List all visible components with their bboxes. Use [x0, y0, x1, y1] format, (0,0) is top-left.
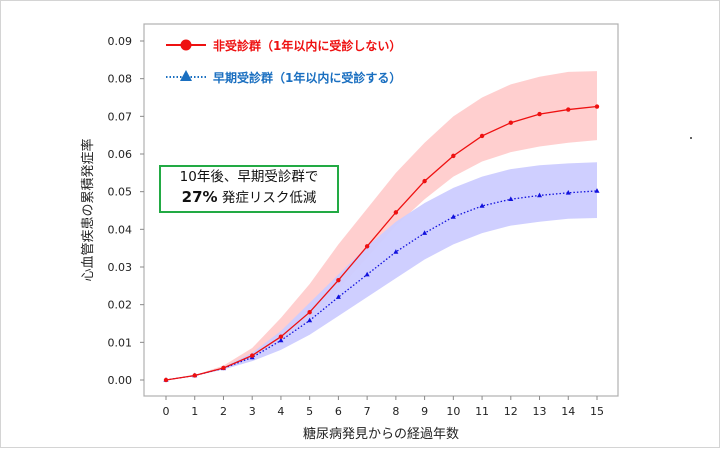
data-point [278, 334, 284, 339]
confidence-band-0 [166, 71, 597, 380]
x-tick-label: 13 [533, 405, 547, 418]
data-point [537, 192, 543, 198]
annotation-line1: 10年後、早期受診群で [179, 169, 319, 185]
data-point [537, 111, 542, 117]
y-tick-label: 0.05 [108, 186, 133, 199]
x-tick-label: 7 [364, 405, 371, 418]
data-point [479, 203, 485, 208]
legend: 非受診群（1年以内に受診しない） 早期受診群（1年以内に受診する） [166, 38, 401, 85]
data-point [594, 188, 600, 193]
legend-circle-marker-icon [180, 39, 192, 51]
x-tick-label: 2 [220, 405, 227, 418]
data-point [565, 189, 571, 195]
x-tick-label: 6 [335, 405, 342, 418]
series-line-0 [165, 105, 598, 381]
y-tick-label: 0.02 [108, 299, 133, 312]
x-tick-label: 15 [590, 405, 604, 418]
x-axis-label: 糖尿病発見からの経過年数 [303, 426, 459, 442]
y-axis-label: 心血管疾患の累積発症率 [80, 138, 96, 281]
y-tick-label: 0.09 [108, 35, 133, 48]
data-point [479, 133, 485, 139]
y-tick-label: 0.01 [108, 336, 133, 349]
y-tick-label: 0.08 [108, 73, 133, 86]
data-point [192, 373, 197, 378]
data-point [450, 214, 456, 219]
x-tick-label: 4 [277, 405, 284, 418]
data-point [594, 104, 600, 109]
y-tick-label: 0.00 [108, 374, 133, 387]
y-tick-label: 0.07 [108, 110, 133, 123]
x-tick-label: 11 [475, 405, 489, 418]
x-tick-label: 12 [504, 405, 518, 418]
stray-dot [690, 137, 692, 139]
x-tick-label: 9 [421, 405, 428, 418]
legend-triangle-marker-icon [180, 70, 192, 81]
data-point [422, 178, 427, 184]
confidence-band-1 [166, 162, 597, 380]
data-point [278, 337, 284, 343]
data-point [336, 277, 341, 283]
data-point [307, 317, 313, 323]
data-point [221, 365, 226, 371]
y-tick-label: 0.03 [108, 261, 133, 274]
series-line-1 [165, 190, 598, 381]
data-point [451, 153, 456, 159]
annotation-box: 10年後、早期受診群で 27% 発症リスク低減 [159, 165, 339, 213]
x-tick-label: 8 [392, 405, 399, 418]
data-point [335, 294, 341, 299]
y-tick-label: 0.06 [108, 148, 133, 161]
data-point [422, 230, 428, 235]
data-point [508, 120, 513, 125]
data-point [163, 377, 169, 383]
data-point [307, 310, 312, 315]
x-tick-label: 3 [249, 405, 256, 418]
legend-label-early-visit: 早期受診群（1年以内に受診する） [213, 70, 401, 85]
x-tick-label: 10 [446, 405, 460, 418]
x-tick-label: 1 [191, 405, 198, 418]
legend-label-non-visit: 非受診群（1年以内に受診しない） [213, 38, 401, 53]
data-point [393, 249, 399, 254]
data-point [250, 353, 255, 358]
data-point [508, 196, 514, 201]
x-tick-label: 5 [306, 405, 313, 418]
data-point [364, 271, 370, 277]
data-point [364, 244, 370, 249]
annotation-percent: 27% [181, 188, 218, 206]
y-tick-label: 0.04 [108, 223, 133, 236]
data-point [393, 210, 399, 215]
x-tick-label: 14 [561, 405, 575, 418]
x-tick-label: 0 [163, 405, 170, 418]
data-point [566, 107, 571, 112]
annotation-line2: 発症リスク低減 [217, 190, 317, 206]
